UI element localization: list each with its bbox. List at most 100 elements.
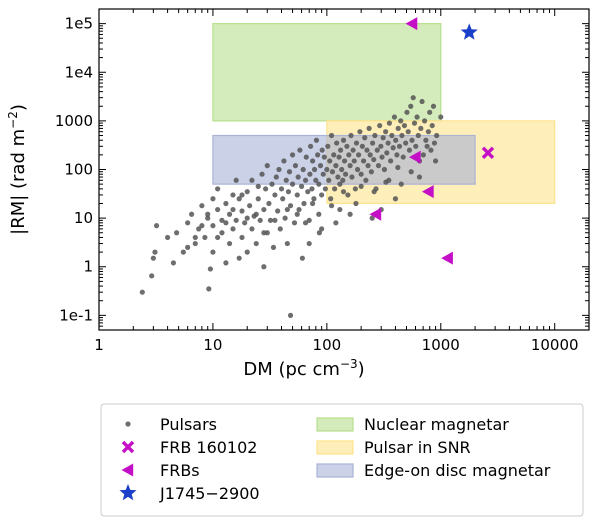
points-layer (139, 17, 495, 318)
pulsar-point (296, 206, 302, 213)
pulsar-point (325, 143, 331, 149)
pulsar-point (196, 226, 202, 232)
pulsar-point (354, 166, 361, 173)
pulsar-point (316, 211, 322, 217)
pulsar-point (357, 129, 363, 135)
pulsar-point (363, 177, 369, 183)
pulsar-point (307, 143, 314, 149)
y-tick-label: 10 (74, 209, 93, 227)
legend-marker (121, 440, 135, 454)
pulsar-point (416, 174, 423, 180)
x-axis-label-end: ) (358, 359, 365, 380)
pulsar-point (379, 154, 385, 160)
legend-item: Pulsars (125, 415, 217, 434)
pulsar-point (337, 206, 343, 213)
pulsar-point (335, 174, 341, 180)
pulsar-point (185, 244, 191, 250)
y-axis-label-end: ) (8, 104, 29, 111)
pulsar-point (400, 154, 406, 160)
x-tick-label: 1 (94, 336, 104, 354)
pulsar-point (267, 217, 274, 223)
pulsar-point (210, 223, 216, 229)
pulsar-point (278, 186, 285, 192)
pulsar-point (192, 240, 198, 247)
legend-label: Pulsar in SNR (364, 438, 471, 457)
pulsar-point (180, 249, 186, 255)
pulsar-point (331, 152, 337, 158)
region-nuclear-magnetar (212, 23, 442, 122)
pulsar-point (315, 152, 321, 158)
pulsar-point (350, 147, 356, 153)
x-tick-label: 10000 (531, 336, 579, 354)
pulsar-point (404, 109, 410, 115)
pulsar-point (244, 215, 250, 221)
pulsar-point (313, 177, 319, 183)
pulsar-point (285, 189, 292, 195)
pulsar-point (311, 166, 318, 173)
pulsar-point (390, 145, 396, 151)
pulsar-point (321, 154, 327, 160)
pulsar-point (414, 114, 420, 120)
pulsar-point (284, 206, 290, 213)
pulsar-point (287, 203, 294, 209)
pulsar-point (398, 181, 404, 187)
pulsar-point (409, 137, 415, 143)
pulsar-point (287, 312, 294, 318)
pulsar-point (226, 211, 233, 217)
pulsar-point (366, 125, 372, 132)
x-tick-label: 10 (203, 336, 222, 354)
pulsar-point (340, 137, 347, 143)
pulsar-point (259, 171, 265, 177)
pulsar-point (353, 140, 360, 146)
pulsar-point (431, 140, 438, 146)
pulsar-point (352, 186, 358, 192)
legend-label: J1745−2900 (159, 484, 260, 503)
pulsar-point (282, 215, 288, 221)
y-tick-label: 1e5 (65, 15, 93, 33)
pulsar-point (380, 135, 386, 141)
pulsar-point (415, 132, 421, 139)
pulsar-point (319, 147, 325, 153)
pulsar-point (255, 196, 261, 202)
regions-layer (212, 23, 556, 205)
legend-marker (119, 484, 137, 501)
pulsar-point (425, 129, 432, 135)
y-axis: 1e-1 1 10 100 1000 1e4 1e5 (55, 8, 589, 331)
pulsar-point (367, 152, 373, 158)
pulsar-point (261, 206, 267, 213)
pulsar-point (411, 120, 418, 126)
pulsar-point (223, 220, 229, 226)
pulsar-point (322, 186, 328, 192)
pulsar-point (261, 230, 267, 236)
pulsar-point (348, 132, 354, 139)
j1745-point (460, 23, 478, 40)
pulsar-point (300, 166, 306, 173)
pulsar-point (430, 103, 437, 109)
pulsar-point (393, 137, 399, 143)
pulsar-point (438, 114, 444, 120)
pulsar-point (334, 140, 340, 146)
pulsar-point (263, 186, 269, 192)
legend-item: J1745−2900 (119, 484, 260, 503)
pulsar-point (244, 189, 250, 195)
pulsar-point (313, 137, 320, 143)
pulsar-point (377, 122, 383, 129)
pulsar-point (236, 255, 242, 261)
pulsar-point (372, 132, 378, 139)
pulsar-point (284, 240, 290, 247)
pulsar-point (432, 158, 439, 164)
pulsar-point (340, 177, 346, 183)
pulsar-point (289, 152, 296, 158)
pulsar-point (239, 208, 245, 214)
y-tick-label: 1000 (55, 112, 93, 130)
y-tick-label: 100 (64, 161, 93, 179)
pulsar-point (341, 158, 348, 164)
pulsar-point (329, 169, 336, 175)
pulsar-point (219, 230, 225, 236)
pulsar-point (392, 196, 399, 202)
pulsar-point (264, 163, 270, 169)
pulsar-point (386, 120, 392, 126)
pulsar-point (374, 147, 380, 153)
pulsar-point (385, 140, 391, 146)
pulsar-point (244, 249, 250, 255)
